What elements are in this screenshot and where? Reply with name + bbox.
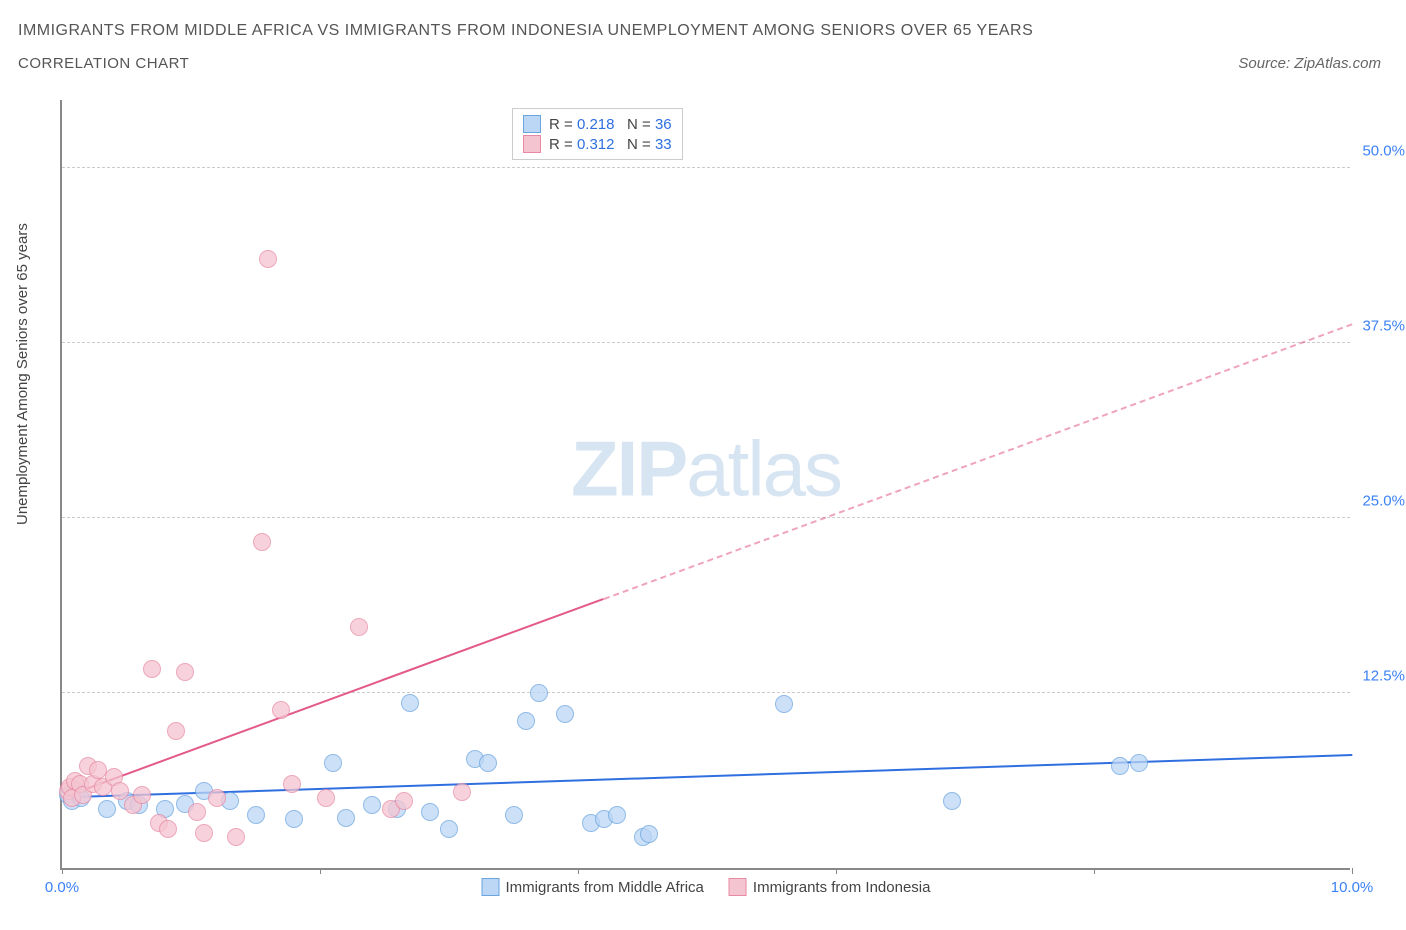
scatter-point: [943, 792, 961, 810]
chart-title: IMMIGRANTS FROM MIDDLE AFRICA VS IMMIGRA…: [18, 22, 1033, 40]
legend-stats-row: R = 0.218 N = 36: [523, 115, 672, 133]
scatter-point: [272, 701, 290, 719]
source-attribution: Source: ZipAtlas.com: [1238, 55, 1381, 72]
scatter-point: [195, 824, 213, 842]
scatter-point: [517, 712, 535, 730]
y-tick-label: 12.5%: [1355, 668, 1405, 685]
scatter-point: [247, 806, 265, 824]
x-tick: [320, 868, 321, 874]
scatter-point: [556, 705, 574, 723]
scatter-point: [227, 828, 245, 846]
x-tick: [836, 868, 837, 874]
scatter-point: [395, 792, 413, 810]
x-tick: [62, 868, 63, 874]
legend-swatch: [523, 115, 541, 133]
scatter-point: [143, 660, 161, 678]
gridline: [62, 342, 1350, 343]
watermark-light: atlas: [686, 424, 841, 512]
x-tick: [1094, 868, 1095, 874]
scatter-point: [530, 684, 548, 702]
scatter-point: [324, 754, 342, 772]
scatter-point: [317, 789, 335, 807]
scatter-point: [401, 694, 419, 712]
scatter-point: [453, 783, 471, 801]
legend-swatch: [482, 878, 500, 896]
scatter-point: [159, 820, 177, 838]
scatter-point: [1111, 757, 1129, 775]
gridline: [62, 692, 1350, 693]
scatter-point: [775, 695, 793, 713]
scatter-point: [176, 663, 194, 681]
source-name: ZipAtlas.com: [1294, 55, 1381, 72]
y-axis-label: Unemployment Among Seniors over 65 years: [14, 223, 31, 525]
chart-subtitle: CORRELATION CHART: [18, 55, 189, 72]
gridline: [62, 517, 1350, 518]
y-tick-label: 37.5%: [1355, 318, 1405, 335]
gridline: [62, 167, 1350, 168]
chart-container: Unemployment Among Seniors over 65 years…: [0, 95, 1406, 930]
watermark: ZIPatlas: [571, 423, 841, 514]
x-tick-label: 0.0%: [45, 879, 79, 896]
scatter-point: [98, 800, 116, 818]
scatter-point: [440, 820, 458, 838]
scatter-point: [133, 786, 151, 804]
scatter-point: [608, 806, 626, 824]
legend-item: Immigrants from Indonesia: [729, 878, 931, 896]
watermark-bold: ZIP: [571, 424, 686, 512]
legend-stats-text: R = 0.312 N = 33: [549, 136, 672, 153]
scatter-point: [337, 809, 355, 827]
trend-line: [603, 323, 1352, 600]
scatter-point: [640, 825, 658, 843]
legend-swatch: [729, 878, 747, 896]
y-tick-label: 50.0%: [1355, 143, 1405, 160]
x-tick: [1352, 868, 1353, 874]
legend-swatch: [523, 135, 541, 153]
scatter-point: [1130, 754, 1148, 772]
scatter-point: [421, 803, 439, 821]
x-tick-label: 10.0%: [1331, 879, 1374, 896]
legend-stats-text: R = 0.218 N = 36: [549, 116, 672, 133]
scatter-point: [285, 810, 303, 828]
scatter-point: [505, 806, 523, 824]
y-tick-label: 25.0%: [1355, 493, 1405, 510]
legend-label: Immigrants from Indonesia: [753, 879, 931, 896]
scatter-point: [253, 533, 271, 551]
legend-item: Immigrants from Middle Africa: [482, 878, 704, 896]
legend-stats-box: R = 0.218 N = 36 R = 0.312 N = 33: [512, 108, 683, 160]
scatter-point: [167, 722, 185, 740]
scatter-point: [350, 618, 368, 636]
scatter-point: [363, 796, 381, 814]
legend-stats-row: R = 0.312 N = 33: [523, 135, 672, 153]
scatter-point: [283, 775, 301, 793]
scatter-point: [259, 250, 277, 268]
source-label: Source:: [1238, 55, 1294, 72]
legend-bottom: Immigrants from Middle Africa Immigrants …: [482, 878, 931, 896]
x-tick: [578, 868, 579, 874]
scatter-point: [479, 754, 497, 772]
plot-area: ZIPatlas R = 0.218 N = 36 R = 0.312 N = 3…: [60, 100, 1350, 870]
scatter-point: [208, 789, 226, 807]
legend-label: Immigrants from Middle Africa: [506, 879, 704, 896]
scatter-point: [188, 803, 206, 821]
trend-line: [75, 754, 1352, 798]
